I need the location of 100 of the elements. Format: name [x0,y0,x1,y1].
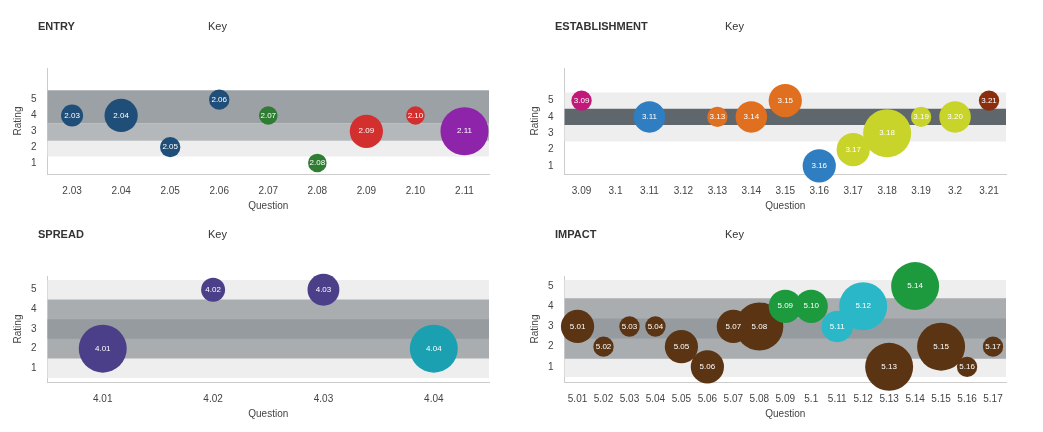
x-tick-label: 5.14 [905,392,926,404]
y-tick-label: 4 [31,109,37,121]
annotation: 2.06 [211,94,228,104]
y-tick-label: 3 [31,322,37,334]
y-tick-label: 4 [31,303,37,315]
y-tick-label: 2 [31,342,37,354]
x-tick-label: 2.03 [62,184,83,196]
y-tick-label: 1 [548,360,554,372]
y-tick-label: 4 [548,300,554,312]
x-tick-label: 5.03 [619,392,640,404]
x-axis-title: Question [248,407,289,419]
annotation: 4.04 [426,343,443,353]
annotation: 3.19 [913,112,930,122]
x-tick-label: 2.06 [209,184,230,196]
y-tick-label: 3 [31,125,37,137]
x-tick-label: 3.13 [707,184,728,196]
x-tick-label: 3.1 [608,184,623,196]
x-tick-label: 4.04 [424,392,444,404]
annotation: 3.15 [777,95,794,105]
y-tick-label: 5 [31,93,37,105]
x-tick-label: 3.09 [571,184,592,196]
annotation: 2.11 [456,126,473,136]
annotation: 2.03 [64,110,81,120]
x-tick-label: 4.01 [93,392,113,404]
x-tick-label: 3.18 [877,184,898,196]
x-tick-label: 3.21 [979,184,1000,196]
annotation: 5.03 [621,321,638,331]
x-tick-label: 5.05 [671,392,692,404]
y-tick-label: 5 [31,283,37,295]
x-tick-label: 2.07 [258,184,279,196]
annotation: 5.10 [803,301,820,311]
x-tick-label: 3.17 [843,184,864,196]
x-tick-label: 2.10 [405,184,426,196]
x-tick-label: 5.04 [645,392,666,404]
annotation: 5.07 [725,321,742,331]
annotation: 4.02 [205,284,222,294]
x-tick-label: 2.05 [160,184,181,196]
x-tick-label: 2.04 [111,184,132,196]
x-tick-label: 5.13 [879,392,900,404]
annotation: 2.05 [162,142,179,152]
x-tick-label: 5.09 [775,392,796,404]
annotation: 5.01 [569,321,586,331]
x-tick-label: 5.15 [931,392,952,404]
x-tick-label: 3.11 [640,184,660,196]
x-tick-label: 5.01 [567,392,588,404]
y-tick-label: 4 [548,110,554,122]
annotation: 3.20 [947,112,964,122]
text: Key [724,228,744,240]
y-axis-title: Rating [11,106,23,136]
x-tick-label: 5.11 [827,392,848,404]
x-axis-title: Question [248,199,289,211]
x-tick-label: 5.06 [697,392,718,404]
annotation: 5.14 [907,281,924,291]
y-tick-label: 5 [548,279,554,291]
y-axis-title: Rating [528,314,540,344]
annotation: 5.05 [673,341,690,351]
y-axis-title: Rating [528,106,540,136]
y-tick-label: 2 [31,140,37,152]
annotation: 2.04 [113,110,130,120]
x-axis-title: Question [765,199,806,211]
chart-title: SPREAD [37,228,85,240]
annotation: 2.08 [309,158,326,168]
x-tick-label: 2.09 [356,184,377,196]
chart-title: ESTABLISHMENT [554,20,649,32]
annotation: 5.02 [595,341,612,351]
chart-title: IMPACT [554,228,598,240]
annotation: 3.21 [981,95,998,105]
y-tick-label: 3 [548,320,554,332]
annotation: 5.09 [777,301,794,311]
annotation: 3.13 [709,112,726,122]
chart-title: ENTRY [37,20,76,32]
x-tick-label: 3.16 [809,184,830,196]
x-tick-label: 5.16 [957,392,978,404]
annotation: 2.07 [260,110,277,120]
x-tick-label: 3.12 [673,184,694,196]
annotation: 5.13 [881,362,898,372]
x-tick-label: 2.11 [455,184,475,196]
x-tick-label: 3.19 [911,184,932,196]
y-axis-title: Rating [11,314,23,344]
annotation: 4.03 [315,284,332,294]
x-tick-label: 5.1 [804,392,819,404]
x-tick-label: 4.02 [203,392,224,404]
annotation: 3.18 [879,128,896,138]
annotation: 3.14 [743,112,760,122]
annotation: 4.01 [94,343,112,353]
x-tick-label: 3.14 [741,184,762,196]
text: Key [724,20,744,32]
y-tick-label: 2 [548,340,554,352]
y-tick-label: 3 [548,126,554,138]
y-tick-label: 2 [548,143,554,155]
annotation: 3.17 [845,144,862,154]
annotation: 5.17 [985,341,1002,351]
x-axis-title: Question [765,407,806,419]
annotation: 5.04 [647,321,664,331]
x-tick-label: 2.08 [307,184,328,196]
x-tick-label: 3.15 [775,184,796,196]
y-tick-label: 1 [548,159,554,171]
x-tick-label: 3.2 [948,184,963,196]
x-tick-label: 5.12 [853,392,874,404]
annotation: 2.09 [358,126,375,136]
